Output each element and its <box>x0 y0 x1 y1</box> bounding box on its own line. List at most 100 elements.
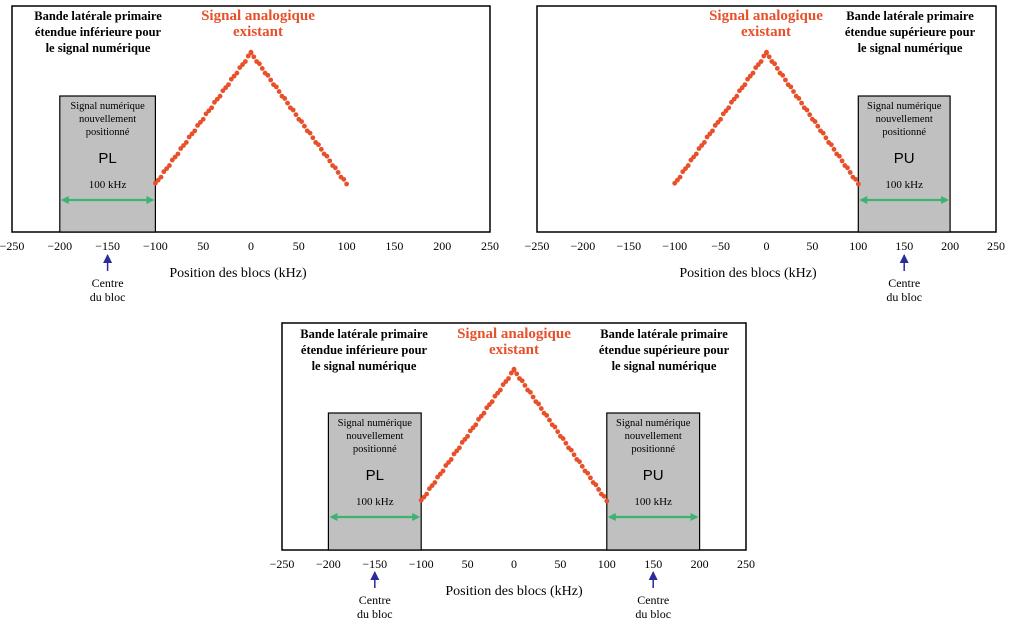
analog-point <box>341 176 347 182</box>
analog-point <box>677 174 683 180</box>
analog-point <box>200 116 206 122</box>
analog-point <box>514 371 520 377</box>
analog-point <box>503 379 509 384</box>
analog-point <box>432 480 438 485</box>
analog-point <box>220 88 226 94</box>
analog-signal-label: Signal analogique <box>457 326 571 342</box>
lower-sideband-label: Bande latérale primaire <box>300 327 428 341</box>
upper-sideband-label: étendue supérieure pour <box>599 343 730 357</box>
tick-label: 200 <box>433 239 451 253</box>
analog-point <box>742 82 748 88</box>
analog-point <box>153 180 158 186</box>
tick-label: 50 <box>806 239 818 253</box>
analog-point <box>563 440 569 446</box>
analog-signal <box>672 49 861 187</box>
centre-label: Centre <box>888 276 920 290</box>
analog-point <box>206 108 212 114</box>
analog-point <box>476 416 481 422</box>
bandwidth-label: 100 kHz <box>885 179 923 191</box>
analog-point <box>601 493 607 499</box>
analog-point <box>758 59 764 64</box>
digital-block-caption: nouvellement <box>346 431 403 442</box>
tick-label: −50 <box>711 239 730 253</box>
analog-point <box>465 433 470 439</box>
lower-sideband-label: Bande latérale primaire <box>34 9 162 23</box>
analog-point <box>764 50 769 56</box>
analog-point <box>421 494 427 500</box>
analog-signal-label: Signal analogique <box>201 8 315 24</box>
tick-label: 50 <box>554 557 566 571</box>
tick-label: −250 <box>0 239 24 253</box>
tick-label: −100 <box>409 557 434 571</box>
analog-point <box>324 153 330 159</box>
analog-point <box>302 123 307 129</box>
tick-label: −200 <box>571 239 596 253</box>
analog-point <box>299 119 305 124</box>
analog-point <box>332 165 338 171</box>
tick-label: 150 <box>644 557 662 571</box>
analog-point <box>536 401 541 407</box>
analog-point <box>588 475 593 481</box>
analog-point <box>791 89 796 94</box>
analog-point <box>527 389 533 395</box>
tick-label: 50 <box>197 239 209 253</box>
tick-label: 50 <box>293 239 305 253</box>
tick-label: −250 <box>525 239 550 253</box>
analog-point <box>435 474 440 480</box>
plot-frame <box>281 322 747 551</box>
analog-point <box>285 100 290 106</box>
analog-point <box>470 425 476 431</box>
tick-label: 200 <box>691 557 709 571</box>
analog-point <box>506 376 511 381</box>
digital-block-caption: Signal numérique <box>867 101 942 112</box>
tick-label: 50 <box>462 557 474 571</box>
analog-point <box>804 107 810 113</box>
digital-block-box <box>59 95 156 233</box>
analog-point <box>579 463 585 469</box>
lower-sideband-label: étendue inférieure pour <box>35 25 162 39</box>
analog-point <box>845 165 850 171</box>
analog-point <box>209 105 215 111</box>
analog-point <box>571 452 577 458</box>
analog-point <box>245 53 251 59</box>
analog-point <box>335 170 341 175</box>
analog-point <box>175 151 181 157</box>
tick-label: 200 <box>941 239 959 253</box>
tick-label: −250 <box>270 557 295 571</box>
analog-point <box>237 65 243 71</box>
panel-top-left: −250 −200 −150 −100 50 0 50 100 150 200 250 Positio… <box>0 5 499 304</box>
analog-point <box>702 140 707 145</box>
analog-point <box>596 487 602 492</box>
analog-point <box>847 170 853 175</box>
tick-label: 250 <box>737 557 755 571</box>
analog-point <box>693 151 699 157</box>
analog-point <box>492 393 498 399</box>
analog-point <box>552 424 558 430</box>
analog-point <box>164 166 170 171</box>
x-axis-label: Position des blocs (kHz) <box>169 266 307 281</box>
tick-label: 0 <box>764 239 770 253</box>
analog-point <box>344 181 349 187</box>
analog-point <box>820 130 826 136</box>
analog-point <box>181 143 186 148</box>
analog-point <box>251 54 257 60</box>
upper-sideband-label: le signal numérique <box>858 41 963 55</box>
analog-point <box>418 497 424 503</box>
analog-signal <box>153 49 349 187</box>
analog-point <box>276 89 282 94</box>
analog-point <box>511 367 517 373</box>
analog-point <box>282 96 288 101</box>
panel-bottom: −250 −200 −150 −100 50 0 50 100 150 200 250 Positio… <box>270 322 755 621</box>
analog-point <box>327 158 333 164</box>
analog-point <box>443 463 449 468</box>
analog-point <box>195 123 200 128</box>
digital-block-box <box>327 412 422 551</box>
analog-point <box>158 174 164 180</box>
digital-block-pl: Signal numérique nouvellement positionné PL… <box>59 95 156 233</box>
upper-sideband-label: le signal numérique <box>612 359 717 373</box>
centre-label: du bloc <box>90 290 126 304</box>
centre-label: du bloc <box>886 290 922 304</box>
digital-block-box <box>857 95 951 233</box>
analog-point <box>718 116 723 122</box>
